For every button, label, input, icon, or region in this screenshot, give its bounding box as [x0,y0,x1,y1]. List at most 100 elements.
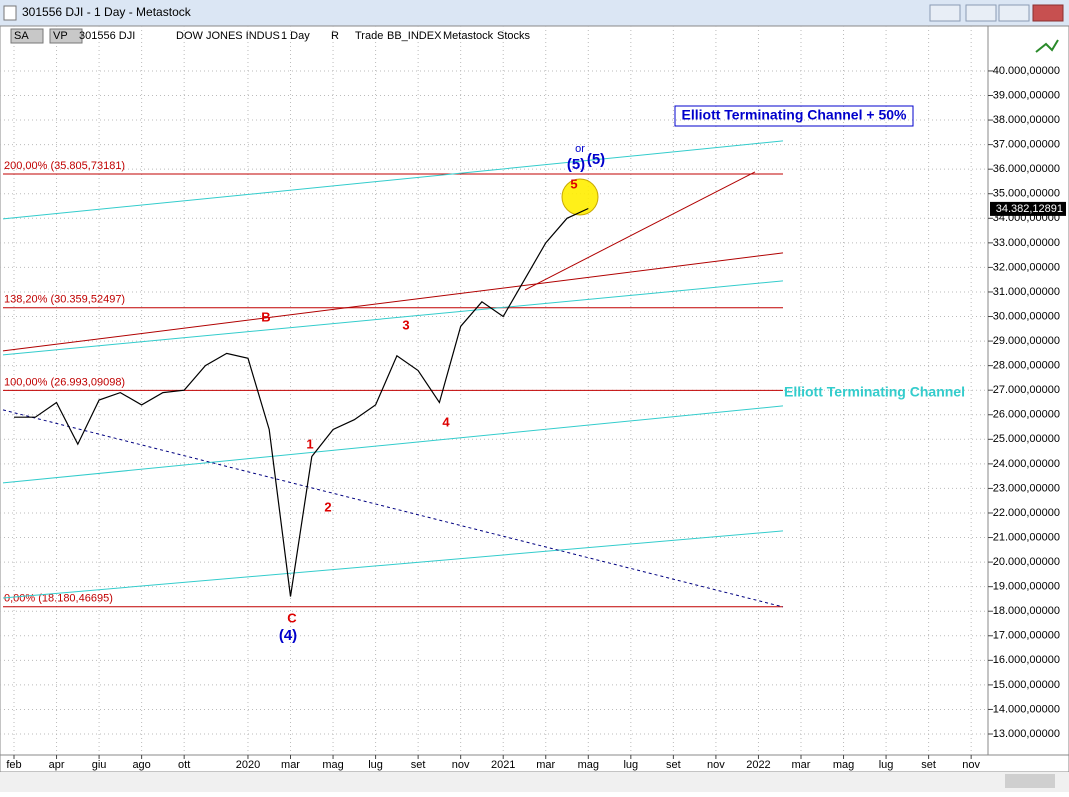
chart-icon [1035,39,1059,53]
y-tick-label: 17.000,00000 [993,630,1060,642]
x-tick-label: mag [833,759,854,771]
x-tick-label: apr [49,759,65,771]
x-tick-label: nov [452,759,470,771]
x-tick-label: mar [536,759,555,771]
last-price-tag [990,201,1066,216]
annotation-box [674,105,914,127]
y-tick-label: 13.000,00000 [993,728,1060,740]
y-tick-label: 31.000,00000 [993,286,1060,298]
y-tick-label: 20.000,00000 [993,556,1060,568]
y-tick-label: 15.000,00000 [993,679,1060,691]
toolbar-text: R [331,30,339,42]
window-title: 301556 DJI - 1 Day - Metastock [22,5,192,19]
toolbar-text: VP [53,30,68,42]
x-tick-label: mag [578,759,599,771]
y-tick-label: 36.000,00000 [993,163,1060,175]
toolbar-button[interactable] [10,28,44,44]
y-tick-label: 40.000,00000 [993,65,1060,77]
y-tick-label: 28.000,00000 [993,360,1060,372]
wave-label: 5 [570,176,577,191]
y-tick-label: 24.000,00000 [993,458,1060,470]
annotation: Elliott Terminating Channel [784,384,965,400]
y-tick-label: 33.000,00000 [993,237,1060,249]
price-line [14,207,589,597]
app-icon [3,5,17,21]
y-tick-label: 30.000,00000 [993,310,1060,322]
wave-label: 3 [402,317,409,332]
toolbar-text: SA [14,30,29,42]
x-tick-label: ott [178,759,190,771]
toolbar-text: 1 Day [281,30,310,42]
trend-line [2,140,784,220]
y-tick-label: 27.000,00000 [993,384,1060,396]
y-tick-label: 29.000,00000 [993,335,1060,347]
x-tick-label: mar [281,759,300,771]
fib-level-label: 0,00% (18.180,46695) [4,593,113,605]
y-tick-label: 23.000,00000 [993,482,1060,494]
window-button[interactable] [929,4,961,22]
x-tick-label: 2020 [236,759,260,771]
annotation: Elliott Terminating Channel + 50% [682,107,907,123]
x-tick-label: ago [132,759,150,771]
x-tick-label: set [921,759,936,771]
y-tick-label: 38.000,00000 [993,114,1060,126]
title-bar [0,0,1069,26]
wave-label: 1 [306,436,313,451]
x-tick-label: mag [322,759,343,771]
wave-label: or [575,143,585,155]
minimize-button[interactable] [965,4,997,22]
x-tick-label: 2022 [746,759,770,771]
x-tick-label: nov [962,759,980,771]
toolbar-button[interactable] [49,28,83,44]
trend-line [2,252,784,352]
wave-label: B [261,309,270,324]
y-tick-label: 22.000,00000 [993,507,1060,519]
y-tick-label: 37.000,00000 [993,139,1060,151]
y-tick-label: 18.000,00000 [993,605,1060,617]
scroll-thumb[interactable] [1005,774,1055,788]
maximize-button[interactable] [998,4,1030,22]
highlight [561,178,599,216]
toolbar-text: Trade [355,30,383,42]
trend-line [2,280,784,356]
trend-line [2,409,784,608]
y-tick-label: 19.000,00000 [993,581,1060,593]
x-tick-label: lug [879,759,894,771]
fib-level-label: 100,00% (26.993,09098) [4,376,125,388]
toolbar-text: Metastock [443,30,494,42]
x-tick-label: lug [368,759,383,771]
x-tick-label: 2021 [491,759,515,771]
trend-line [524,171,756,291]
y-tick-label: 21.000,00000 [993,531,1060,543]
chart-layer: 13.000,00000 14.000,00000 15.000,00000 16.0… [0,26,1066,771]
toolbar: SA VP 301556 DJI DOW JONES INDUS 1 Day R Trade… [10,28,531,44]
x-tick-label: set [411,759,426,771]
wave-label: (5) [587,151,605,168]
toolbar-text: Stocks [497,30,531,42]
wave-label: 2 [324,499,331,514]
wave-label: C [287,610,297,625]
y-tick-label: 32.000,00000 [993,261,1060,273]
trend-line [2,405,784,484]
scrollbar[interactable] [0,772,1069,792]
y-tick-label: 39.000,00000 [993,89,1060,101]
wave-label: (5) [567,156,585,173]
fib-level-label: 138,20% (30.359,52497) [4,294,125,306]
x-tick-label: nov [707,759,725,771]
last-price-label: 34.382,12891 [996,203,1063,215]
toolbar-text: DOW JONES INDUS [176,30,280,42]
toolbar-text: 301556 DJI [79,30,135,42]
y-tick-label: 26.000,00000 [993,409,1060,421]
x-tick-label: set [666,759,681,771]
y-tick-label: 35.000,00000 [993,188,1060,200]
x-tick-label: giu [92,759,107,771]
trend-line [2,530,784,599]
y-tick-label: 16.000,00000 [993,654,1060,666]
close-button[interactable] [1032,4,1064,22]
wave-label: (4) [279,627,297,644]
wave-label: 4 [442,414,450,429]
x-axis-panel [0,754,1069,773]
fib-level-label: 200,00% (35.805,73181) [4,160,125,172]
y-tick-label: 25.000,00000 [993,433,1060,445]
